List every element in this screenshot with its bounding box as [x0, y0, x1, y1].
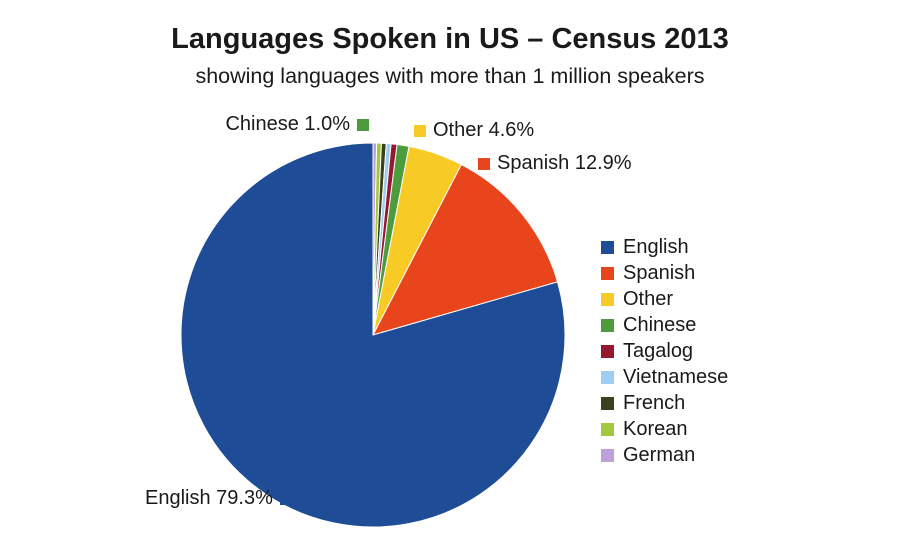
pie-slice-spanish — [372, 163, 559, 336]
spanish-swatch-icon — [601, 266, 614, 280]
legend-item-vietnamese: Vietnamese — [601, 364, 728, 390]
pie-slice-english — [180, 142, 566, 528]
legend-label-german: German — [623, 443, 696, 466]
legend-label-korean: Korean — [623, 417, 688, 440]
other-marker-icon — [414, 124, 426, 137]
legend-item-tagalog: Tagalog — [601, 338, 728, 364]
legend-label-chinese: Chinese — [623, 313, 697, 336]
legend-item-spanish: Spanish — [601, 260, 728, 286]
callout-other-label: Other 4.6% — [433, 119, 535, 141]
korean-swatch-icon — [601, 422, 614, 436]
legend-label-tagalog: Tagalog — [623, 339, 694, 362]
callout-english: English 79.3% — [145, 487, 292, 510]
callout-spanish: Spanish 12.9% — [478, 152, 632, 175]
vietnamese-swatch-icon — [601, 370, 614, 384]
german-swatch-icon — [601, 448, 614, 462]
legend-item-french: French — [601, 390, 728, 416]
french-swatch-icon — [601, 396, 614, 410]
english-swatch-icon — [601, 240, 614, 254]
callout-english-label: English 79.3% — [145, 487, 273, 509]
chart-subtitle: showing languages with more than 1 milli… — [195, 63, 705, 88]
chart-title: Languages Spoken in US – Census 2013 — [171, 23, 729, 55]
callout-chinese: Chinese 1.0% — [225, 113, 369, 136]
legend-label-french: French — [623, 391, 686, 414]
chinese-marker-icon — [357, 118, 369, 131]
chinese-swatch-icon — [601, 318, 614, 332]
tagalog-swatch-icon — [601, 344, 614, 358]
legend-label-vietnamese: Vietnamese — [623, 365, 729, 388]
legend-item-other: Other — [601, 286, 728, 312]
legend-label-english: English — [623, 235, 689, 258]
legend-item-korean: Korean — [601, 416, 728, 442]
legend-item-chinese: Chinese — [601, 312, 728, 338]
chart-header: Languages Spoken in US – Census 2013 sho… — [0, 23, 900, 89]
callout-spanish-label: Spanish 12.9% — [497, 152, 632, 174]
legend: English Spanish Other Chinese Tagalog Vi… — [601, 234, 728, 468]
callout-chinese-label: Chinese 1.0% — [225, 113, 350, 135]
legend-label-other: Other — [623, 287, 674, 310]
spanish-marker-icon — [478, 157, 490, 170]
legend-item-german: German — [601, 442, 728, 468]
callout-other: Other 4.6% — [414, 119, 534, 142]
other-swatch-icon — [601, 292, 614, 306]
legend-item-english: English — [601, 234, 728, 260]
english-marker-icon — [279, 492, 292, 505]
legend-label-spanish: Spanish — [623, 261, 696, 284]
